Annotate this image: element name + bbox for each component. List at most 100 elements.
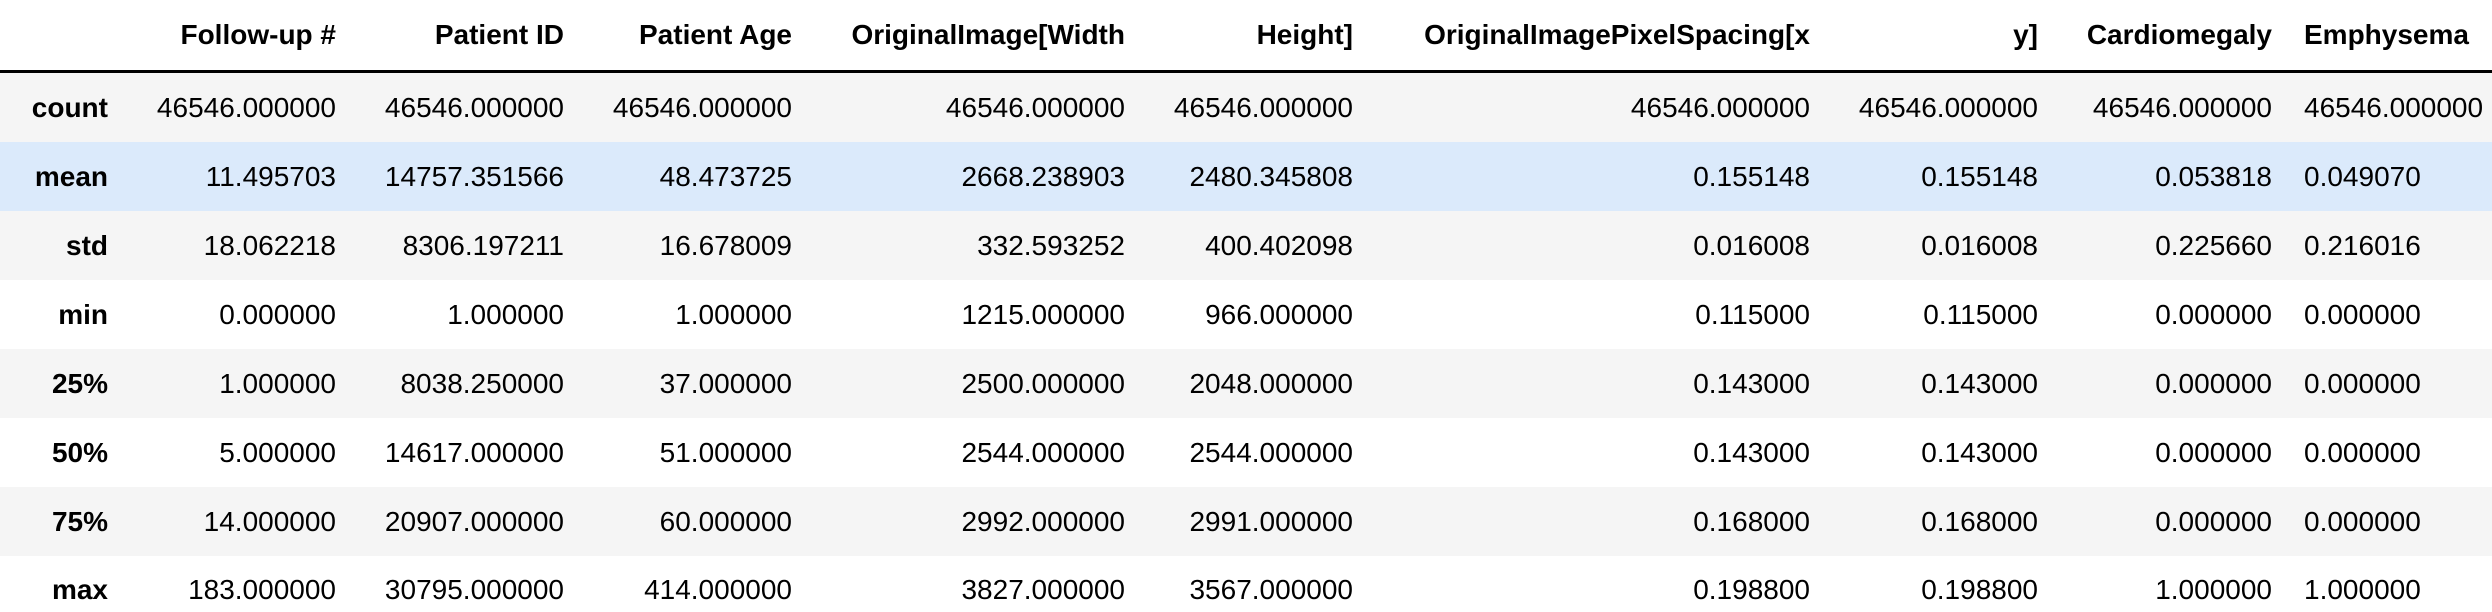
table-cell: 2668.238903 — [961, 161, 1125, 192]
header-row: Follow-up # Patient ID Patient Age Origi… — [0, 0, 2492, 73]
table-cell: 183.000000 — [188, 574, 336, 605]
row-label: mean — [34, 161, 108, 192]
table-cell: 0.115000 — [1695, 299, 1810, 330]
table-cell: 0.198800 — [1693, 574, 1810, 605]
table-cell: 3567.000000 — [1189, 574, 1353, 605]
table-cell: 1.000000 — [2155, 574, 2272, 605]
table-cell: 0.000000 — [2155, 506, 2272, 537]
table-cell: 1.000000 — [2304, 574, 2421, 605]
table-cell: 46546.000000 — [1858, 92, 2038, 123]
table-cell: 16.678009 — [659, 230, 792, 261]
table-cell: 14757.351566 — [384, 161, 564, 192]
table-cell: 0.000000 — [2155, 299, 2272, 330]
table-cell: 1.000000 — [219, 368, 336, 399]
row-label: 25% — [51, 368, 108, 399]
table-cell: 14.000000 — [203, 506, 336, 537]
column-header: y] — [1828, 0, 2056, 73]
table-cell: 37.000000 — [659, 368, 792, 399]
table-cell: 0.000000 — [2155, 437, 2272, 468]
table-cell: 46546.000000 — [2304, 92, 2484, 123]
table-cell: 0.053818 — [2155, 161, 2272, 192]
table-cell: 0.016008 — [1693, 230, 1810, 261]
table-cell: 0.143000 — [1921, 368, 2038, 399]
row-label: min — [58, 299, 108, 330]
row-label: max — [51, 574, 108, 605]
column-header: OriginalImage[Width — [810, 0, 1143, 73]
column-header: OriginalImagePixelSpacing[x — [1371, 0, 1828, 73]
table-row: 50% 5.000000 14617.000000 51.000000 2544.000… — [0, 418, 2492, 487]
table-cell: 0.155148 — [1921, 161, 2038, 192]
table-cell: 0.000000 — [2304, 506, 2421, 537]
table-cell: 0.168000 — [1693, 506, 1810, 537]
column-header: Patient ID — [354, 0, 582, 73]
column-header: Cardiomegaly — [2056, 0, 2290, 73]
table-cell: 8038.250000 — [400, 368, 564, 399]
table-cell: 3827.000000 — [961, 574, 1125, 605]
table-cell: 0.168000 — [1921, 506, 2038, 537]
table-cell: 0.143000 — [1693, 437, 1810, 468]
table-cell: 46546.000000 — [1173, 92, 1353, 123]
table-cell: 0.000000 — [2155, 368, 2272, 399]
table-cell: 0.000000 — [219, 299, 336, 330]
table-cell: 414.000000 — [644, 574, 792, 605]
column-header: Emphysema — [2290, 0, 2492, 73]
row-label: std — [66, 230, 108, 261]
table-cell: 0.143000 — [1921, 437, 2038, 468]
table-cell: 2991.000000 — [1189, 506, 1353, 537]
table-cell: 30795.000000 — [384, 574, 564, 605]
table-cell: 0.143000 — [1693, 368, 1810, 399]
table-cell: 1.000000 — [675, 299, 792, 330]
column-header: Height] — [1143, 0, 1371, 73]
table-cell: 46546.000000 — [945, 92, 1125, 123]
table-cell: 46546.000000 — [1630, 92, 1810, 123]
table-row: max 183.000000 30795.000000 414.000000 3827.… — [0, 556, 2492, 612]
table-cell: 46546.000000 — [156, 92, 336, 123]
column-header: Patient Age — [582, 0, 810, 73]
table-cell: 1.000000 — [447, 299, 564, 330]
table-row: 75% 14.000000 20907.000000 60.000000 2992.00… — [0, 487, 2492, 556]
table-cell: 5.000000 — [219, 437, 336, 468]
table-cell: 0.155148 — [1693, 161, 1810, 192]
column-header: Follow-up # — [126, 0, 354, 73]
table-cell: 2500.000000 — [961, 368, 1125, 399]
table-row: mean 11.495703 14757.351566 48.473725 2668.2… — [0, 142, 2492, 211]
table-cell: 332.593252 — [977, 230, 1125, 261]
table-cell: 0.198800 — [1921, 574, 2038, 605]
table-cell: 18.062218 — [203, 230, 336, 261]
table-cell: 8306.197211 — [402, 230, 564, 261]
table-cell: 400.402098 — [1205, 230, 1353, 261]
table-cell: 1215.000000 — [961, 299, 1125, 330]
table-row: 25% 1.000000 8038.250000 37.000000 2500.0000… — [0, 349, 2492, 418]
table-cell: 0.016008 — [1921, 230, 2038, 261]
table-cell: 20907.000000 — [384, 506, 564, 537]
table-cell: 46546.000000 — [612, 92, 792, 123]
table-cell: 14617.000000 — [384, 437, 564, 468]
table-row: count 46546.000000 46546.000000 46546.00000… — [0, 71, 2492, 142]
table-cell: 966.000000 — [1205, 299, 1353, 330]
table-cell: 11.495703 — [205, 161, 336, 192]
table-cell: 0.000000 — [2304, 368, 2421, 399]
table-cell: 48.473725 — [659, 161, 792, 192]
table-cell: 46546.000000 — [2092, 92, 2272, 123]
table-row: min 0.000000 1.000000 1.000000 1215.000000 96… — [0, 280, 2492, 349]
table-cell: 2544.000000 — [1189, 437, 1353, 468]
table-cell: 0.216016 — [2304, 230, 2421, 261]
table-cell: 0.049070 — [2304, 161, 2421, 192]
row-label: count — [31, 92, 108, 123]
table-cell: 60.000000 — [659, 506, 792, 537]
table-cell: 0.000000 — [2304, 299, 2421, 330]
table-cell: 2048.000000 — [1189, 368, 1353, 399]
table-cell: 0.000000 — [2304, 437, 2421, 468]
table-cell: 0.115000 — [1923, 299, 2038, 330]
table-row: std 18.062218 8306.197211 16.678009 332.5932… — [0, 211, 2492, 280]
table-cell: 2544.000000 — [961, 437, 1125, 468]
index-header — [0, 0, 126, 73]
table-cell: 2992.000000 — [961, 506, 1125, 537]
table-cell: 2480.345808 — [1189, 161, 1353, 192]
row-label: 75% — [51, 506, 108, 537]
table-cell: 51.000000 — [659, 437, 792, 468]
table-cell: 46546.000000 — [384, 92, 564, 123]
table-cell: 0.225660 — [2155, 230, 2272, 261]
